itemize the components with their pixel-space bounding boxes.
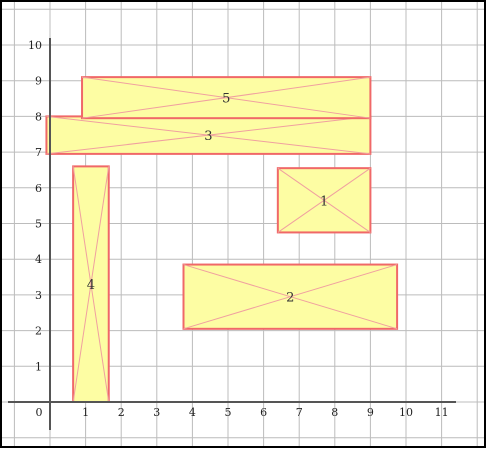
y-tick-label: 3 (35, 289, 42, 302)
x-tick-label: 1 (82, 406, 89, 419)
x-tick-label: 5 (225, 406, 232, 419)
rectangle-label: 1 (320, 194, 328, 209)
x-tick-label: 2 (118, 406, 125, 419)
rectangle-diagonal (277, 167, 371, 233)
rectangle-5: 5 (81, 76, 372, 120)
rectangle-diagonal (46, 115, 371, 155)
rectangle-3: 3 (45, 115, 372, 155)
rectangle-label: 4 (87, 278, 95, 293)
x-tick-label: 7 (296, 406, 303, 419)
rectangle-4: 4 (72, 165, 110, 403)
y-tick-label: 5 (35, 218, 42, 231)
x-tick-label: 8 (331, 406, 338, 419)
y-tick-label: 9 (35, 75, 42, 88)
y-tick-label: 8 (35, 110, 42, 123)
x-tick-label: 0 (36, 406, 43, 419)
axes (8, 38, 456, 430)
x-tick-label: 11 (435, 406, 449, 419)
x-tick-label: 3 (153, 406, 160, 419)
y-tick-label: 2 (35, 325, 42, 338)
x-tick-label: 4 (189, 406, 196, 419)
rectangle-1: 1 (276, 167, 372, 234)
rectangle-diagonal (72, 166, 110, 403)
x-tick-label: 10 (399, 406, 413, 419)
rectangle-2: 2 (182, 263, 399, 330)
rectangle-diagonal (81, 76, 371, 119)
y-tick-label: 10 (28, 39, 42, 52)
rectangle-diagonal (183, 264, 398, 330)
rectangles: 1 2 3 4 5 (45, 76, 399, 403)
x-tick-label: 9 (367, 406, 374, 419)
rectangle-label: 2 (286, 291, 294, 306)
y-tick-label: 7 (35, 146, 42, 159)
y-tick-label: 1 (35, 360, 42, 373)
rectangle-label: 5 (222, 92, 230, 107)
rectangle-label: 3 (204, 129, 212, 144)
y-tick-label: 4 (35, 253, 42, 266)
x-tick-label: 6 (260, 406, 267, 419)
y-tick-label: 6 (35, 182, 42, 195)
